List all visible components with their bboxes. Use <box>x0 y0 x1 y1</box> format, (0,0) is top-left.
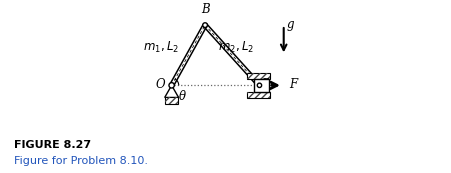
Bar <box>165 97 178 104</box>
Text: FIGURE 8.27: FIGURE 8.27 <box>14 140 91 150</box>
Text: $m_2, L_2$: $m_2, L_2$ <box>218 40 254 55</box>
Bar <box>246 73 269 79</box>
Circle shape <box>202 23 207 28</box>
Bar <box>254 79 268 92</box>
Text: O: O <box>156 78 165 91</box>
Text: θ: θ <box>179 89 185 103</box>
Bar <box>246 73 269 79</box>
Text: $m_1, L_2$: $m_1, L_2$ <box>143 40 179 55</box>
Bar <box>246 92 269 98</box>
Text: Figure for Problem 8.10.: Figure for Problem 8.10. <box>14 156 147 166</box>
Text: P: P <box>261 78 269 91</box>
Text: g: g <box>286 18 294 31</box>
Text: B: B <box>200 3 209 16</box>
Bar <box>165 97 178 104</box>
Circle shape <box>257 83 261 88</box>
Bar <box>246 92 269 98</box>
Circle shape <box>169 83 174 88</box>
Text: F: F <box>289 78 297 91</box>
